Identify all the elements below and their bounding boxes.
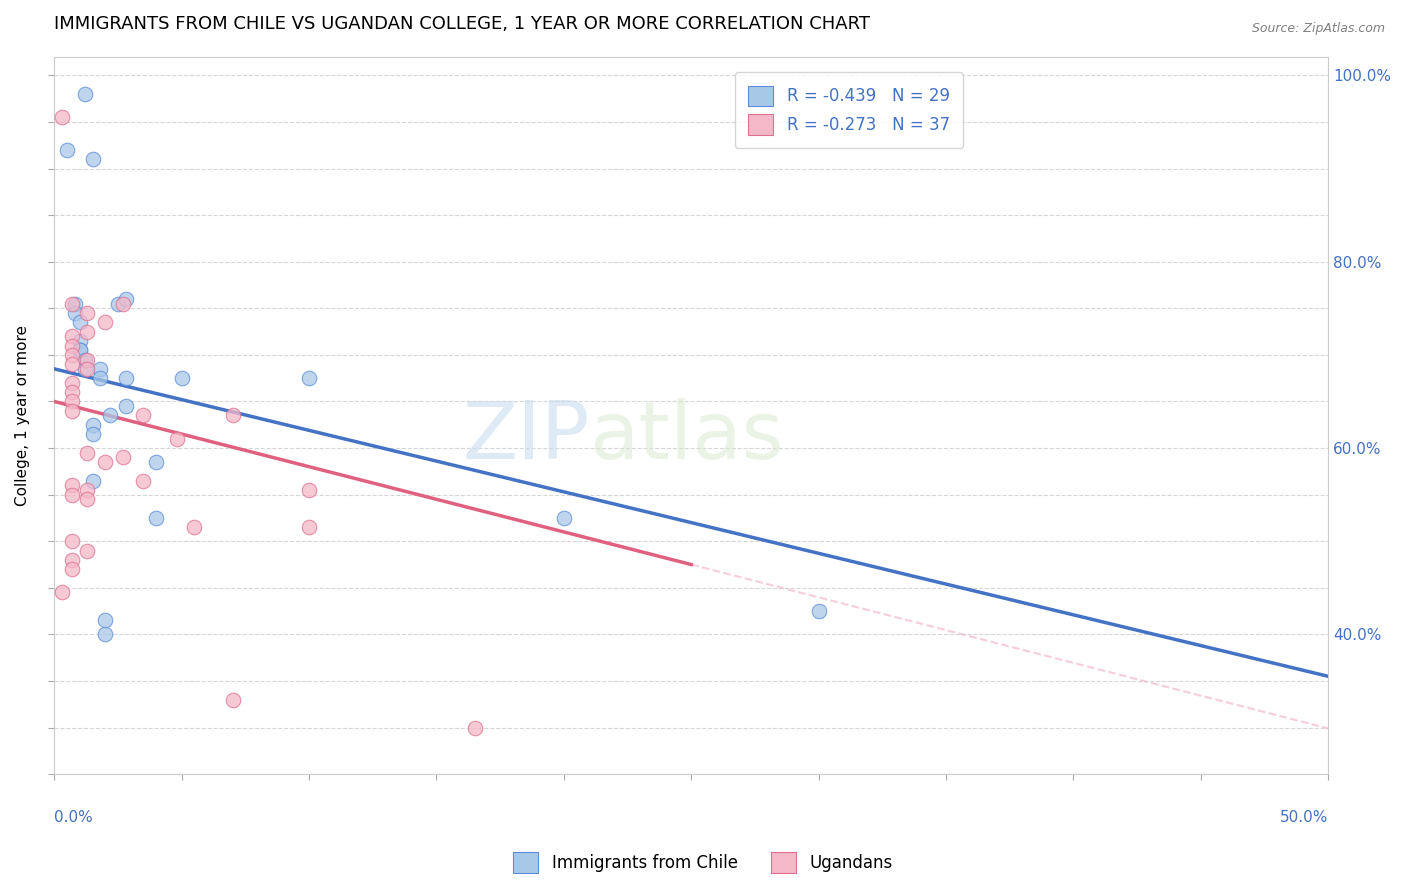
Point — [76, 362, 98, 376]
Point — [112, 296, 135, 310]
Text: 0.0%: 0.0% — [55, 810, 93, 825]
Point — [298, 483, 321, 497]
Point — [221, 692, 243, 706]
Point — [112, 450, 135, 465]
Text: IMMIGRANTS FROM CHILE VS UGANDAN COLLEGE, 1 YEAR OR MORE CORRELATION CHART: IMMIGRANTS FROM CHILE VS UGANDAN COLLEGE… — [55, 15, 870, 33]
Point — [60, 404, 83, 418]
Point — [60, 329, 83, 343]
Point — [69, 315, 91, 329]
Point — [98, 409, 121, 423]
Point — [63, 306, 86, 320]
Point — [73, 362, 96, 376]
Y-axis label: College, 1 year or more: College, 1 year or more — [15, 325, 30, 506]
Point — [298, 371, 321, 385]
Point — [82, 153, 104, 167]
Legend: Immigrants from Chile, Ugandans: Immigrants from Chile, Ugandans — [506, 846, 900, 880]
Point — [94, 315, 117, 329]
Point — [60, 376, 83, 390]
Point — [60, 562, 83, 576]
Point — [82, 474, 104, 488]
Point — [132, 474, 155, 488]
Point — [89, 371, 111, 385]
Point — [170, 371, 193, 385]
Point — [60, 338, 83, 352]
Point — [60, 296, 83, 310]
Point — [60, 478, 83, 492]
Point — [60, 394, 83, 409]
Point — [166, 432, 188, 446]
Point — [94, 627, 117, 641]
Point — [60, 553, 83, 567]
Text: 50.0%: 50.0% — [1279, 810, 1329, 825]
Point — [221, 409, 243, 423]
Point — [553, 511, 575, 525]
Point — [82, 417, 104, 432]
Point — [183, 520, 205, 534]
Point — [114, 292, 136, 306]
Point — [464, 721, 486, 735]
Point — [60, 385, 83, 400]
Legend: R = -0.439   N = 29, R = -0.273   N = 37: R = -0.439 N = 29, R = -0.273 N = 37 — [735, 72, 963, 148]
Point — [56, 143, 79, 157]
Point — [60, 534, 83, 549]
Point — [76, 325, 98, 339]
Point — [298, 520, 321, 534]
Point — [60, 357, 83, 371]
Point — [76, 352, 98, 367]
Point — [69, 334, 91, 348]
Point — [63, 296, 86, 310]
Point — [76, 492, 98, 507]
Point — [94, 455, 117, 469]
Point — [73, 87, 96, 101]
Point — [145, 455, 167, 469]
Text: ZIP: ZIP — [463, 398, 589, 476]
Text: Source: ZipAtlas.com: Source: ZipAtlas.com — [1251, 22, 1385, 36]
Point — [76, 446, 98, 460]
Point — [89, 362, 111, 376]
Point — [60, 488, 83, 502]
Point — [51, 585, 73, 599]
Point — [107, 296, 129, 310]
Point — [114, 399, 136, 413]
Point — [132, 409, 155, 423]
Point — [51, 111, 73, 125]
Point — [114, 371, 136, 385]
Text: atlas: atlas — [589, 398, 783, 476]
Point — [69, 343, 91, 358]
Point — [69, 343, 91, 358]
Point — [73, 352, 96, 367]
Point — [807, 604, 830, 618]
Point — [76, 306, 98, 320]
Point — [82, 427, 104, 442]
Point — [145, 511, 167, 525]
Point — [60, 348, 83, 362]
Point — [94, 614, 117, 628]
Point — [76, 543, 98, 558]
Point — [76, 483, 98, 497]
